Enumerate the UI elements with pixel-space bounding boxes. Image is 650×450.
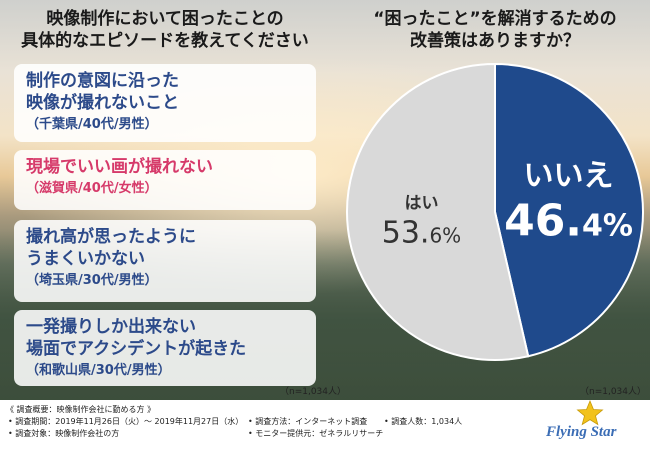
slice-value: 53.6%	[382, 215, 461, 250]
right-title: “困ったこと”を解消するための 改善策はありますか？	[340, 8, 650, 52]
slice-label: はい	[404, 193, 438, 213]
pie-chart: いいえ 46.4% はい 53.6%	[340, 52, 650, 382]
right-sample-size: （n=1,034人）	[580, 387, 647, 397]
survey-header: 《 調査概要：映像制作会社に勤める方 》	[6, 405, 156, 414]
survey-target: • 調査対象：映像制作会社の方	[8, 429, 120, 438]
survey-provider: • モニター提供元：ゼネラルリサーチ	[248, 429, 384, 438]
episode-text: 制作の意図に沿った 映像が撮れないこと	[26, 71, 179, 113]
slice-label: いいえ	[524, 159, 614, 194]
survey-period: • 調査期間：2019年11月26日（火）～ 2019年11月27日（水）	[8, 417, 244, 426]
episode-card: 制作の意図に沿った 映像が撮れないこと （千葉県/40代/男性）	[14, 64, 316, 142]
episode-source: （滋賀県/40代/女性）	[26, 181, 158, 196]
episode-card: 現場でいい画が撮れない （滋賀県/40代/女性）	[14, 150, 316, 210]
left-title: 映像制作において困ったことの 具体的なエピソードを教えてください	[0, 8, 330, 52]
episode-source: （和歌山県/30代/男性）	[26, 363, 171, 378]
survey-count: • 調査人数：1,034人	[384, 417, 463, 426]
left-title-text: 映像制作において困ったことの 具体的なエピソードを教えてください	[21, 9, 309, 51]
episode-text: 一発撮りしか出来ない 場面でアクシデントが起きた	[26, 317, 247, 359]
pie-slice	[346, 62, 530, 361]
episode-source: （千葉県/40代/男性）	[26, 117, 158, 132]
star-logo-icon	[576, 400, 604, 426]
right-title-text: “困ったこと”を解消するための 改善策はありますか？	[373, 9, 617, 51]
episode-card: 撮れ高が思ったように うまくいかない （埼玉県/30代/男性）	[14, 220, 316, 302]
pie-slice	[494, 62, 644, 358]
survey-method: • 調査方法：インターネット調査	[248, 417, 368, 426]
episode-source: （埼玉県/30代/男性）	[26, 273, 158, 288]
episode-text: 現場でいい画が撮れない	[26, 157, 213, 177]
logo-wordmark: Flying Star	[546, 424, 617, 440]
episode-card: 一発撮りしか出来ない 場面でアクシデントが起きた （和歌山県/30代/男性）	[14, 310, 316, 386]
survey-footer: 《 調査概要：映像制作会社に勤める方 》 • 調査期間：2019年11月26日（…	[0, 400, 650, 450]
episode-text: 撮れ高が思ったように うまくいかない	[26, 227, 196, 269]
left-sample-size: （n=1,034人）	[280, 387, 347, 397]
slice-value: 46.4%	[504, 196, 633, 247]
